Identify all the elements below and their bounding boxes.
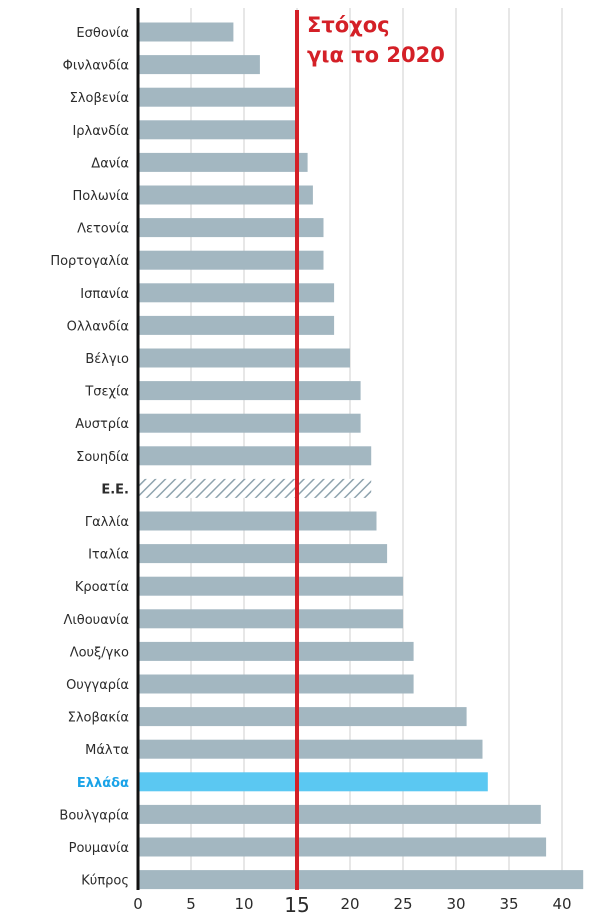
category-label: Ε.Ε. <box>101 482 129 497</box>
category-label: Σλοβενία <box>70 91 129 106</box>
x-tick-label: 10 <box>234 895 253 913</box>
category-label: Γαλλία <box>85 515 129 530</box>
category-label: Πορτογαλία <box>50 254 129 269</box>
x-tick-label: 15 <box>284 893 309 915</box>
category-label: Φινλανδία <box>63 59 129 74</box>
category-label: Ολλανδία <box>67 319 129 334</box>
bar <box>138 218 324 238</box>
category-label: Μάλτα <box>85 743 129 758</box>
bar-highlight <box>138 772 488 792</box>
bar <box>138 250 324 270</box>
category-label: Σλοβακία <box>68 711 129 726</box>
x-tick-label: 35 <box>499 895 518 913</box>
x-tick-label: 0 <box>133 895 143 913</box>
bar <box>138 707 467 727</box>
category-label: Βουλγαρία <box>59 808 129 823</box>
x-tick-label: 25 <box>393 895 412 913</box>
x-tick-label: 5 <box>186 895 196 913</box>
bar <box>138 413 361 433</box>
category-label: Ιταλία <box>88 548 129 563</box>
x-tick-label: 30 <box>446 895 465 913</box>
bar <box>138 152 308 172</box>
category-label: Ουγγαρία <box>66 678 129 693</box>
category-label: Λουξ/γκο <box>70 645 129 660</box>
category-label: Λιθουανία <box>63 613 129 628</box>
bar <box>138 55 260 75</box>
bars <box>138 22 584 890</box>
bar <box>138 120 297 140</box>
bar <box>138 446 372 466</box>
category-label: Εσθονία <box>76 26 129 41</box>
bar <box>138 22 234 42</box>
x-tick-labels: 0 5 10 15 20 25 30 35 40 <box>133 893 571 915</box>
category-label: Δανία <box>91 156 129 171</box>
bar <box>138 837 547 857</box>
category-label: Τσεχία <box>84 385 129 400</box>
category-label: Αυστρία <box>75 417 129 432</box>
bar <box>138 674 414 694</box>
bar <box>138 544 388 564</box>
category-label: Ρουμανία <box>69 841 129 856</box>
bar <box>138 609 403 629</box>
category-label: Κροατία <box>75 580 129 595</box>
bar <box>138 870 584 890</box>
bar <box>138 511 377 531</box>
bar <box>138 348 350 368</box>
bar <box>138 87 297 107</box>
category-label: Βέλγιο <box>85 352 129 367</box>
category-label: Σουηδία <box>76 450 129 465</box>
category-label: Πολωνία <box>72 189 129 204</box>
bar <box>138 576 403 596</box>
x-tick-label: 20 <box>340 895 359 913</box>
bar <box>138 641 414 661</box>
bar <box>138 283 335 303</box>
bar <box>138 185 313 205</box>
category-label: Ισπανία <box>80 287 129 302</box>
bar <box>138 739 483 759</box>
category-label: Ελλάδα <box>77 776 129 791</box>
category-label: Λετονία <box>77 222 129 237</box>
bar-eu-average <box>138 478 372 498</box>
category-labels: Εσθονία Φινλανδία Σλοβενία Ιρλανδία Δανία Πολ… <box>50 26 129 889</box>
category-label: Κύπρος <box>81 874 129 889</box>
target-label-line1: Στόχος <box>307 13 390 37</box>
x-tick-label: 40 <box>552 895 571 913</box>
bar <box>138 804 541 824</box>
bar <box>138 315 335 335</box>
bar <box>138 381 361 401</box>
category-label: Ιρλανδία <box>72 124 129 139</box>
target-label-line2: για το 2020 <box>307 43 445 67</box>
